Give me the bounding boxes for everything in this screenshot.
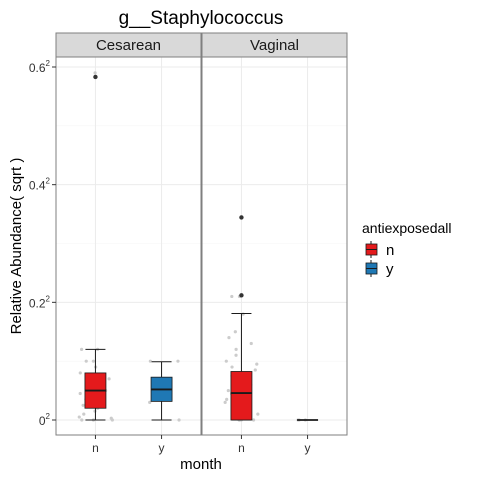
y-tick-label: 0.42	[29, 177, 51, 193]
legend-label-y: y	[386, 261, 394, 278]
panel-background	[202, 57, 347, 435]
jitter-point	[148, 359, 152, 363]
jitter-point	[77, 415, 81, 419]
chart-title: g__Staphylococcus	[119, 8, 284, 29]
strip-background	[201, 32, 348, 58]
legend: antiexposedall ny	[362, 220, 452, 278]
jitter-point	[253, 368, 257, 372]
x-tick-label: y	[305, 441, 311, 455]
outlier-point	[239, 215, 244, 220]
legend-title: antiexposedall	[362, 220, 452, 236]
jitter-point	[93, 71, 97, 75]
jitter-point	[148, 400, 152, 404]
y-tick-label: 0.62	[29, 59, 51, 75]
jitter-point	[224, 359, 228, 363]
legend-label-n: n	[386, 242, 394, 259]
jitter-point	[223, 400, 227, 404]
jitter-point	[82, 412, 86, 416]
jitter-point	[226, 388, 230, 393]
jitter-point	[249, 341, 253, 346]
y-tick-label: 02	[39, 412, 51, 428]
jitter-point	[84, 359, 88, 363]
panels: Cesarean Vaginal	[55, 32, 348, 436]
panel-background	[56, 57, 201, 435]
strip-label-cesarean: Cesarean	[96, 37, 161, 54]
strip-label-vaginal: Vaginal	[250, 37, 299, 54]
jitter-point	[230, 294, 234, 299]
legend-key-n	[365, 241, 378, 258]
x-tick-label: n	[92, 441, 99, 455]
x-tick-label: n	[238, 441, 245, 455]
jitter-point	[81, 403, 85, 407]
jitter-point	[255, 362, 259, 366]
jitter-point	[225, 397, 229, 402]
jitter-point	[234, 347, 238, 351]
jitter-point	[78, 371, 82, 375]
jitter-point	[107, 377, 111, 381]
panel-border	[201, 56, 348, 436]
y-axis: 02 0.22 0.42 0.62	[29, 59, 56, 428]
y-tick-label: 0.22	[29, 294, 51, 310]
outlier-point	[93, 74, 98, 80]
jitter-point	[80, 418, 84, 422]
jitter-point	[234, 353, 238, 357]
x-tick-label: y	[159, 441, 165, 455]
jitter-point	[91, 359, 95, 363]
jitter-point	[233, 330, 237, 334]
jitter-point	[256, 412, 260, 416]
jitter-point	[79, 347, 84, 351]
jitter-point	[177, 418, 181, 422]
jitter-point	[252, 418, 256, 422]
y-axis-title: Relative Abundance( sqrt )	[8, 158, 25, 335]
strip-background	[55, 32, 202, 58]
jitter-point	[110, 418, 114, 422]
panel-border	[55, 56, 202, 436]
legend-key-y	[365, 260, 378, 277]
outlier-point	[239, 293, 244, 298]
jitter-point	[78, 391, 82, 396]
jitter-point	[176, 359, 180, 363]
jitter-point	[227, 336, 231, 340]
x-axis-title: month	[180, 456, 222, 473]
jitter-point	[230, 365, 234, 369]
box-vaginal-n	[230, 371, 253, 421]
